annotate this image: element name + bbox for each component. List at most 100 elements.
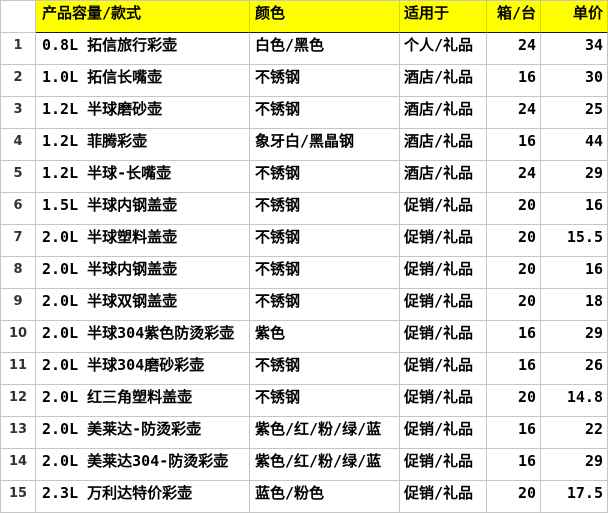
qty-per-box-cell[interactable]: 20 [487,193,541,225]
unit-price-cell[interactable]: 30 [541,65,608,97]
unit-price-cell[interactable]: 22 [541,417,608,449]
use-cell[interactable]: 酒店/礼品 [400,129,487,161]
qty-per-box-cell[interactable]: 20 [487,257,541,289]
color-cell[interactable]: 紫色 [250,321,400,353]
qty-per-box-cell[interactable]: 24 [487,161,541,193]
unit-price-cell[interactable]: 15.5 [541,225,608,257]
product-cell[interactable]: 1.2L 菲腾彩壶 [36,129,250,161]
unit-price-cell[interactable]: 29 [541,161,608,193]
row-number-cell[interactable]: 3 [1,97,36,129]
col-header-product[interactable]: 产品容量/款式 [36,1,250,33]
row-number-cell[interactable]: 1 [1,33,36,65]
unit-price-cell[interactable]: 29 [541,449,608,481]
use-cell[interactable]: 促销/礼品 [400,481,487,513]
row-number-cell[interactable]: 10 [1,321,36,353]
corner-cell[interactable] [1,1,36,33]
use-cell[interactable]: 酒店/礼品 [400,65,487,97]
qty-per-box-cell[interactable]: 16 [487,417,541,449]
use-cell[interactable]: 个人/礼品 [400,33,487,65]
use-cell[interactable]: 促销/礼品 [400,225,487,257]
row-number-cell[interactable]: 5 [1,161,36,193]
unit-price-cell[interactable]: 26 [541,353,608,385]
use-cell[interactable]: 促销/礼品 [400,289,487,321]
qty-per-box-cell[interactable]: 20 [487,481,541,513]
product-cell[interactable]: 2.0L 红三角塑料盖壶 [36,385,250,417]
row-number-cell[interactable]: 9 [1,289,36,321]
qty-per-box-cell[interactable]: 20 [487,289,541,321]
product-cell[interactable]: 2.0L 半球塑料盖壶 [36,225,250,257]
unit-price-cell[interactable]: 16 [541,193,608,225]
color-cell[interactable]: 不锈钢 [250,385,400,417]
color-cell[interactable]: 白色/黑色 [250,33,400,65]
table-row: 4 1.2L 菲腾彩壶 象牙白/黑晶钢 酒店/礼品 16 44 [1,129,608,161]
product-cell[interactable]: 2.0L 美莱达-防烫彩壶 [36,417,250,449]
row-number-cell[interactable]: 6 [1,193,36,225]
color-cell[interactable]: 不锈钢 [250,257,400,289]
row-number-cell[interactable]: 13 [1,417,36,449]
col-header-use[interactable]: 适用于 [400,1,487,33]
row-number-cell[interactable]: 8 [1,257,36,289]
use-cell[interactable]: 促销/礼品 [400,321,487,353]
color-cell[interactable]: 不锈钢 [250,65,400,97]
use-cell[interactable]: 促销/礼品 [400,449,487,481]
color-cell[interactable]: 不锈钢 [250,97,400,129]
unit-price-cell[interactable]: 44 [541,129,608,161]
unit-price-cell[interactable]: 34 [541,33,608,65]
product-cell[interactable]: 1.5L 半球内钢盖壶 [36,193,250,225]
product-cell[interactable]: 2.0L 半球双钢盖壶 [36,289,250,321]
qty-per-box-cell[interactable]: 16 [487,65,541,97]
col-header-color[interactable]: 颜色 [250,1,400,33]
qty-per-box-cell[interactable]: 16 [487,321,541,353]
qty-per-box-cell[interactable]: 20 [487,225,541,257]
use-cell[interactable]: 酒店/礼品 [400,97,487,129]
qty-per-box-cell[interactable]: 24 [487,33,541,65]
col-header-unit-price[interactable]: 单价 [541,1,608,33]
qty-per-box-cell[interactable]: 16 [487,353,541,385]
color-cell[interactable]: 紫色/红/粉/绿/蓝 [250,417,400,449]
product-cell[interactable]: 2.3L 万利达特价彩壶 [36,481,250,513]
product-cell[interactable]: 1.0L 拓信长嘴壶 [36,65,250,97]
product-cell[interactable]: 2.0L 半球304紫色防烫彩壶 [36,321,250,353]
color-cell[interactable]: 不锈钢 [250,161,400,193]
color-cell[interactable]: 不锈钢 [250,225,400,257]
row-number-cell[interactable]: 15 [1,481,36,513]
product-cell[interactable]: 2.0L 半球304磨砂彩壶 [36,353,250,385]
product-cell[interactable]: 2.0L 半球内钢盖壶 [36,257,250,289]
unit-price-cell[interactable]: 18 [541,289,608,321]
product-cell[interactable]: 1.2L 半球-长嘴壶 [36,161,250,193]
unit-price-cell[interactable]: 17.5 [541,481,608,513]
use-cell[interactable]: 促销/礼品 [400,193,487,225]
col-header-qty-per-box[interactable]: 箱/台 [487,1,541,33]
qty-per-box-cell[interactable]: 16 [487,449,541,481]
product-cell[interactable]: 0.8L 拓信旅行彩壶 [36,33,250,65]
color-cell[interactable]: 不锈钢 [250,289,400,321]
color-cell[interactable]: 紫色/红/粉/绿/蓝 [250,449,400,481]
qty-per-box-cell[interactable]: 24 [487,97,541,129]
row-number-cell[interactable]: 12 [1,385,36,417]
table-row: 12 2.0L 红三角塑料盖壶 不锈钢 促销/礼品 20 14.8 [1,385,608,417]
use-cell[interactable]: 促销/礼品 [400,417,487,449]
row-number-cell[interactable]: 2 [1,65,36,97]
table-row: 5 1.2L 半球-长嘴壶 不锈钢 酒店/礼品 24 29 [1,161,608,193]
row-number-cell[interactable]: 11 [1,353,36,385]
product-cell[interactable]: 2.0L 美莱达304-防烫彩壶 [36,449,250,481]
row-number-cell[interactable]: 4 [1,129,36,161]
unit-price-cell[interactable]: 29 [541,321,608,353]
row-number-cell[interactable]: 14 [1,449,36,481]
unit-price-cell[interactable]: 14.8 [541,385,608,417]
unit-price-cell[interactable]: 25 [541,97,608,129]
row-number-cell[interactable]: 7 [1,225,36,257]
use-cell[interactable]: 促销/礼品 [400,257,487,289]
color-cell[interactable]: 象牙白/黑晶钢 [250,129,400,161]
color-cell[interactable]: 不锈钢 [250,353,400,385]
color-cell[interactable]: 不锈钢 [250,193,400,225]
use-cell[interactable]: 酒店/礼品 [400,161,487,193]
qty-per-box-cell[interactable]: 20 [487,385,541,417]
use-cell[interactable]: 促销/礼品 [400,385,487,417]
use-cell[interactable]: 促销/礼品 [400,353,487,385]
qty-per-box-cell[interactable]: 16 [487,129,541,161]
unit-price-cell[interactable]: 16 [541,257,608,289]
product-cell[interactable]: 1.2L 半球磨砂壶 [36,97,250,129]
color-cell[interactable]: 蓝色/粉色 [250,481,400,513]
